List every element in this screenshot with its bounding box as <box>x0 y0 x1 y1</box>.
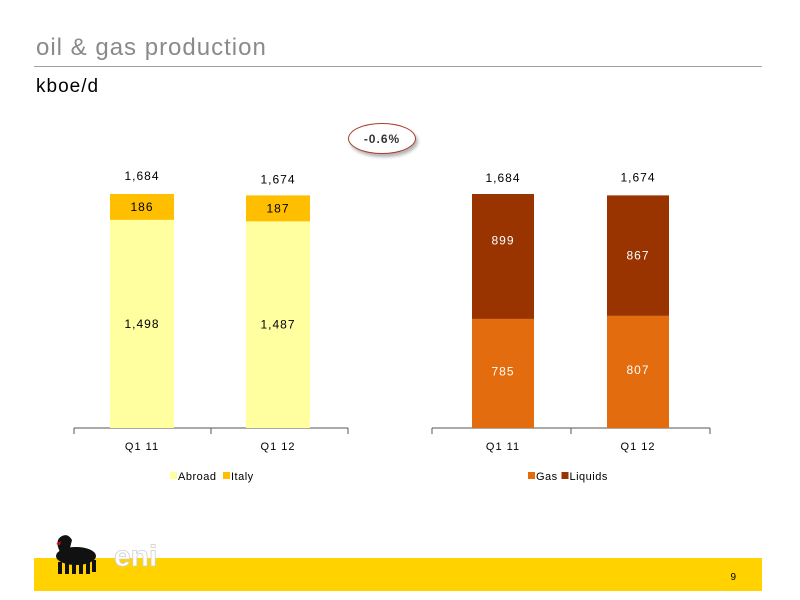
legend-label-abroad: Abroad <box>178 471 216 483</box>
eni-dog-icon <box>56 535 96 574</box>
bar-segment-liquids <box>607 195 669 316</box>
page-number: 9 <box>730 572 736 583</box>
data-label: 807 <box>626 363 649 377</box>
unit-label: kboe/d <box>36 76 100 97</box>
data-label: 187 <box>266 201 289 215</box>
eni-logo-text: eni <box>114 540 157 573</box>
legend-swatch-liquids <box>561 472 569 479</box>
total-label: 1,674 <box>620 170 655 184</box>
bar-segment-abroad <box>110 219 174 428</box>
bar-segment-gas <box>472 318 534 428</box>
bar-segment-abroad <box>246 221 310 428</box>
total-label: 1,684 <box>124 169 159 183</box>
legend-swatch-gas <box>528 472 535 479</box>
x-tick-label: Q1 12 <box>621 441 656 453</box>
legend-label-gas: Gas <box>536 471 558 483</box>
legend-swatch-italy <box>223 472 230 479</box>
eni-logo: eni <box>56 535 158 574</box>
legend-swatch-abroad <box>170 472 177 479</box>
footer-bar: 9 <box>34 558 762 591</box>
bar-segment-gas <box>607 315 669 428</box>
data-label: 785 <box>491 364 514 378</box>
data-label: 1,498 <box>124 317 159 331</box>
change-badge: -0.6% <box>348 123 416 154</box>
data-label: 1,487 <box>260 318 295 332</box>
x-tick-label: Q1 11 <box>125 441 159 453</box>
data-label: 899 <box>491 233 514 247</box>
data-label: 867 <box>626 249 649 263</box>
x-tick-label: Q1 11 <box>486 441 520 453</box>
page-title: oil & gas production <box>36 34 267 61</box>
x-tick-label: Q1 12 <box>261 441 296 453</box>
total-label: 1,684 <box>485 171 520 185</box>
bar-segment-italy <box>246 195 310 222</box>
legend-label-italy: Italy <box>231 471 254 483</box>
bar-segment-italy <box>110 194 174 220</box>
legend-label-liquids: Liquids <box>570 471 608 483</box>
title-divider <box>34 66 762 67</box>
bar-segment-liquids <box>472 194 534 319</box>
total-label: 1,674 <box>260 172 295 186</box>
data-label: 186 <box>130 200 153 214</box>
